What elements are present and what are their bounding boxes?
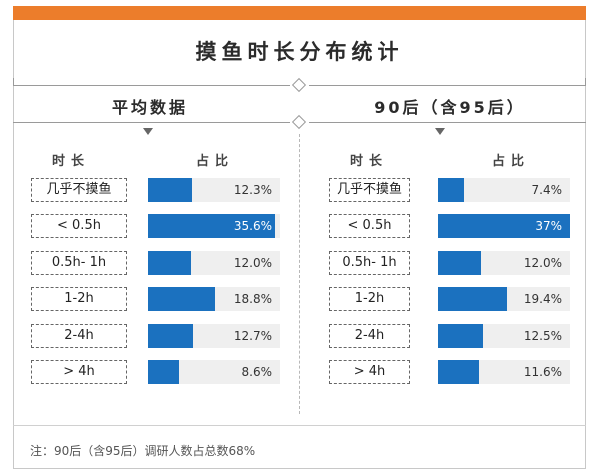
category-label: 1-2h xyxy=(329,287,410,311)
caret-down-icon xyxy=(143,128,153,135)
bar-track: 12.7% xyxy=(148,324,280,348)
data-label: 7.4% xyxy=(531,183,563,197)
category-label: > 4h xyxy=(329,360,410,384)
bar-track: 12.3% xyxy=(148,178,280,202)
bar xyxy=(438,324,483,348)
category-label: < 0.5h xyxy=(329,214,410,238)
category-label: 0.5h- 1h xyxy=(329,251,410,275)
panel-title-average: 平均数据 xyxy=(111,98,188,117)
card-frame xyxy=(13,20,586,469)
bar-track: 12.0% xyxy=(148,251,280,275)
bar xyxy=(438,287,508,311)
panel-divider xyxy=(299,134,300,414)
bar xyxy=(148,214,275,238)
data-label: 12.0% xyxy=(523,256,562,270)
ornament-tick-left xyxy=(13,78,14,85)
data-label: 37% xyxy=(535,219,562,233)
main-title: 摸鱼时长分布统计 xyxy=(195,40,404,64)
bar xyxy=(148,178,192,202)
note-divider xyxy=(13,425,586,426)
bar xyxy=(148,287,216,311)
bar-track: 7.4% xyxy=(438,178,570,202)
ornament-tick-right xyxy=(585,78,586,85)
ornament-line-left-2 xyxy=(13,122,290,123)
bar-track: 8.6% xyxy=(148,360,280,384)
ornament-line-right-2 xyxy=(309,122,586,123)
bar-track: 18.8% xyxy=(148,287,280,311)
panel-title-post90: 90后（含95后） xyxy=(374,98,526,117)
col-header-share: 占比 xyxy=(492,154,531,169)
bar xyxy=(148,360,179,384)
data-label: 12.7% xyxy=(233,329,272,343)
bar-track: 12.0% xyxy=(438,251,570,275)
top-accent-bar xyxy=(13,6,586,20)
bar-track: 11.6% xyxy=(438,360,570,384)
category-label: 几乎不摸鱼 xyxy=(329,178,410,202)
bar-track: 19.4% xyxy=(438,287,570,311)
data-label: 12.5% xyxy=(523,329,562,343)
category-label: > 4h xyxy=(31,360,127,384)
footnote: 注：90后（含95后）调研人数占总数68% xyxy=(30,444,256,458)
col-header-duration: 时长 xyxy=(350,154,389,169)
data-label: 12.0% xyxy=(233,256,272,270)
data-label: 8.6% xyxy=(241,365,273,379)
bar xyxy=(438,251,481,275)
bar xyxy=(438,360,480,384)
category-label: 2-4h xyxy=(31,324,127,348)
data-label: 35.6% xyxy=(233,219,272,233)
col-header-duration: 时长 xyxy=(52,154,91,169)
col-header-share: 占比 xyxy=(196,154,235,169)
bar xyxy=(148,251,191,275)
bar-track: 37% xyxy=(438,214,570,238)
category-label: 1-2h xyxy=(31,287,127,311)
bar xyxy=(438,178,465,202)
data-label: 12.3% xyxy=(233,183,272,197)
category-label: < 0.5h xyxy=(31,214,127,238)
bar xyxy=(438,214,570,238)
data-label: 11.6% xyxy=(523,365,562,379)
bar-track: 12.5% xyxy=(438,324,570,348)
data-label: 18.8% xyxy=(233,292,272,306)
ornament-line-right xyxy=(309,85,586,86)
category-label: 0.5h- 1h xyxy=(31,251,127,275)
data-label: 19.4% xyxy=(523,292,562,306)
category-label: 2-4h xyxy=(329,324,410,348)
ornament-line-left xyxy=(13,85,290,86)
bar xyxy=(148,324,194,348)
category-label: 几乎不摸鱼 xyxy=(31,178,127,202)
bar-track: 35.6% xyxy=(148,214,280,238)
caret-down-icon xyxy=(435,128,445,135)
